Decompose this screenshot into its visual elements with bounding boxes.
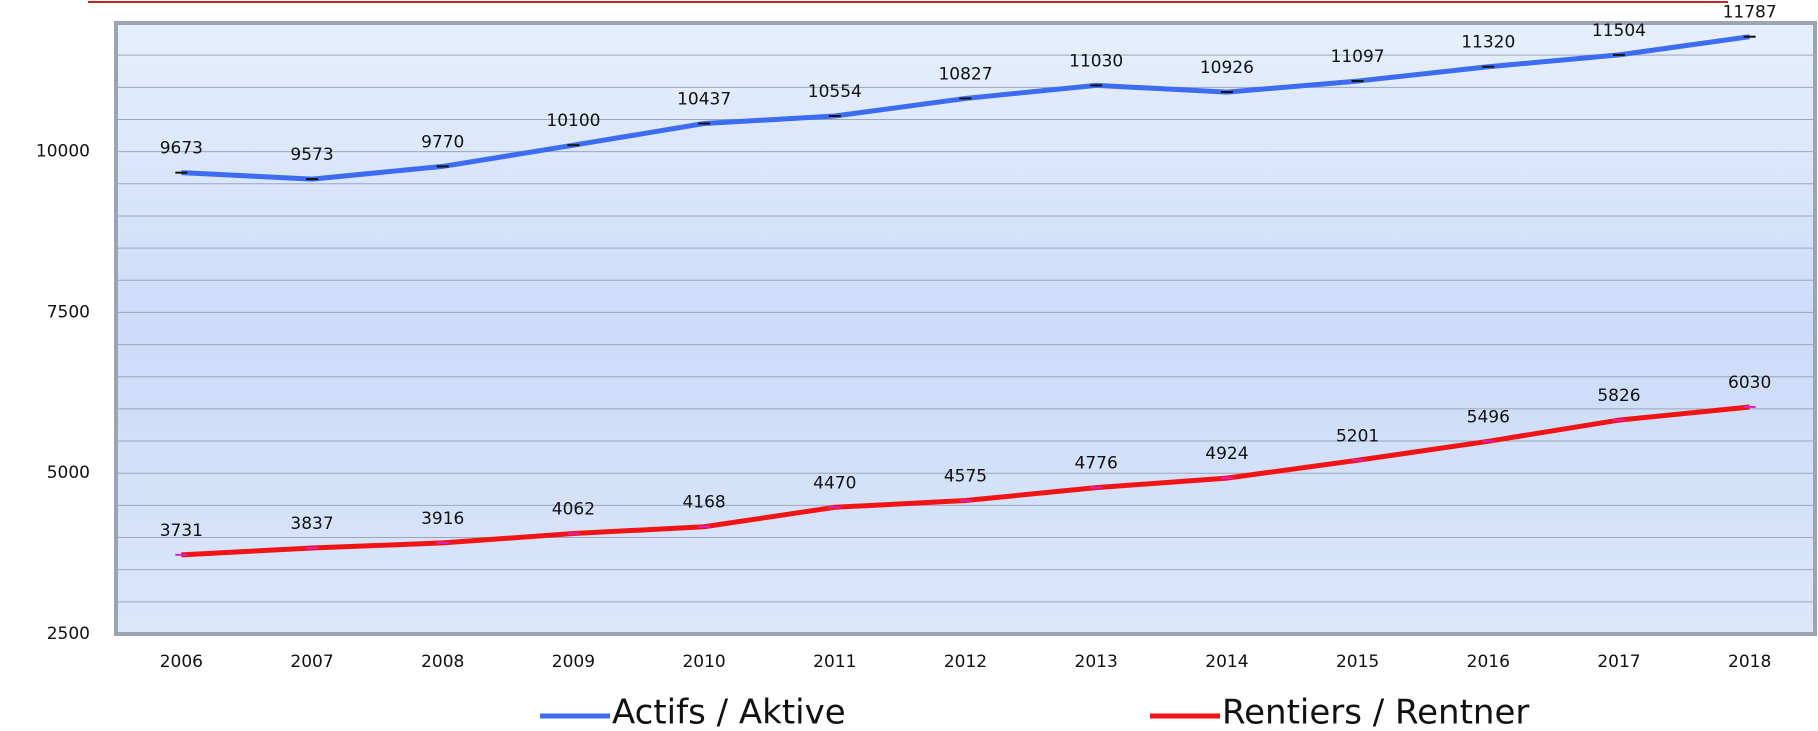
x-tick-label: 2015	[1336, 652, 1379, 672]
data-label: 10100	[546, 111, 600, 131]
data-label: 6030	[1728, 373, 1771, 393]
y-tick-label: 10000	[36, 142, 90, 162]
x-tick-label: 2008	[421, 652, 464, 672]
data-label: 4470	[813, 473, 856, 493]
data-label: 3837	[290, 514, 333, 534]
data-label: 5201	[1336, 426, 1379, 446]
x-tick-label: 2006	[160, 652, 203, 672]
data-label: 10437	[677, 90, 731, 110]
y-tick-label: 7500	[47, 302, 90, 322]
data-label: 10827	[938, 64, 992, 84]
x-tick-label: 2007	[290, 652, 333, 672]
data-label: 10926	[1200, 58, 1254, 78]
legend-label: Rentiers / Rentner	[1222, 693, 1529, 731]
data-label: 11320	[1461, 33, 1515, 53]
data-label: 4776	[1075, 454, 1118, 474]
x-tick-label: 2014	[1205, 652, 1248, 672]
x-tick-label: 2013	[1075, 652, 1118, 672]
data-label: 9770	[421, 132, 464, 152]
legend-label: Actifs / Aktive	[612, 693, 846, 731]
x-tick-label: 2012	[944, 652, 987, 672]
y-tick-label: 2500	[47, 624, 90, 644]
y-tick-label: 5000	[47, 463, 90, 483]
x-tick-label: 2017	[1597, 652, 1640, 672]
data-label: 5826	[1597, 386, 1640, 406]
data-label: 4168	[682, 493, 725, 513]
data-label: 11030	[1069, 51, 1123, 71]
x-tick-label: 2009	[552, 652, 595, 672]
data-label: 9673	[160, 139, 203, 159]
x-tick-label: 2011	[813, 652, 856, 672]
data-label: 10554	[808, 82, 862, 102]
data-label: 4062	[552, 500, 595, 520]
data-label: 11504	[1592, 21, 1646, 41]
data-label: 9573	[290, 145, 333, 165]
data-label: 3731	[160, 521, 203, 541]
data-label: 11097	[1331, 47, 1385, 67]
data-label: 5496	[1467, 407, 1510, 427]
data-label: 4575	[944, 467, 987, 487]
x-tick-label: 2018	[1728, 652, 1771, 672]
data-label: 11787	[1723, 3, 1777, 23]
plot-area	[114, 21, 1817, 636]
data-label: 3916	[421, 509, 464, 529]
x-tick-label: 2016	[1467, 652, 1510, 672]
data-label: 4924	[1205, 444, 1248, 464]
x-tick-label: 2010	[682, 652, 725, 672]
